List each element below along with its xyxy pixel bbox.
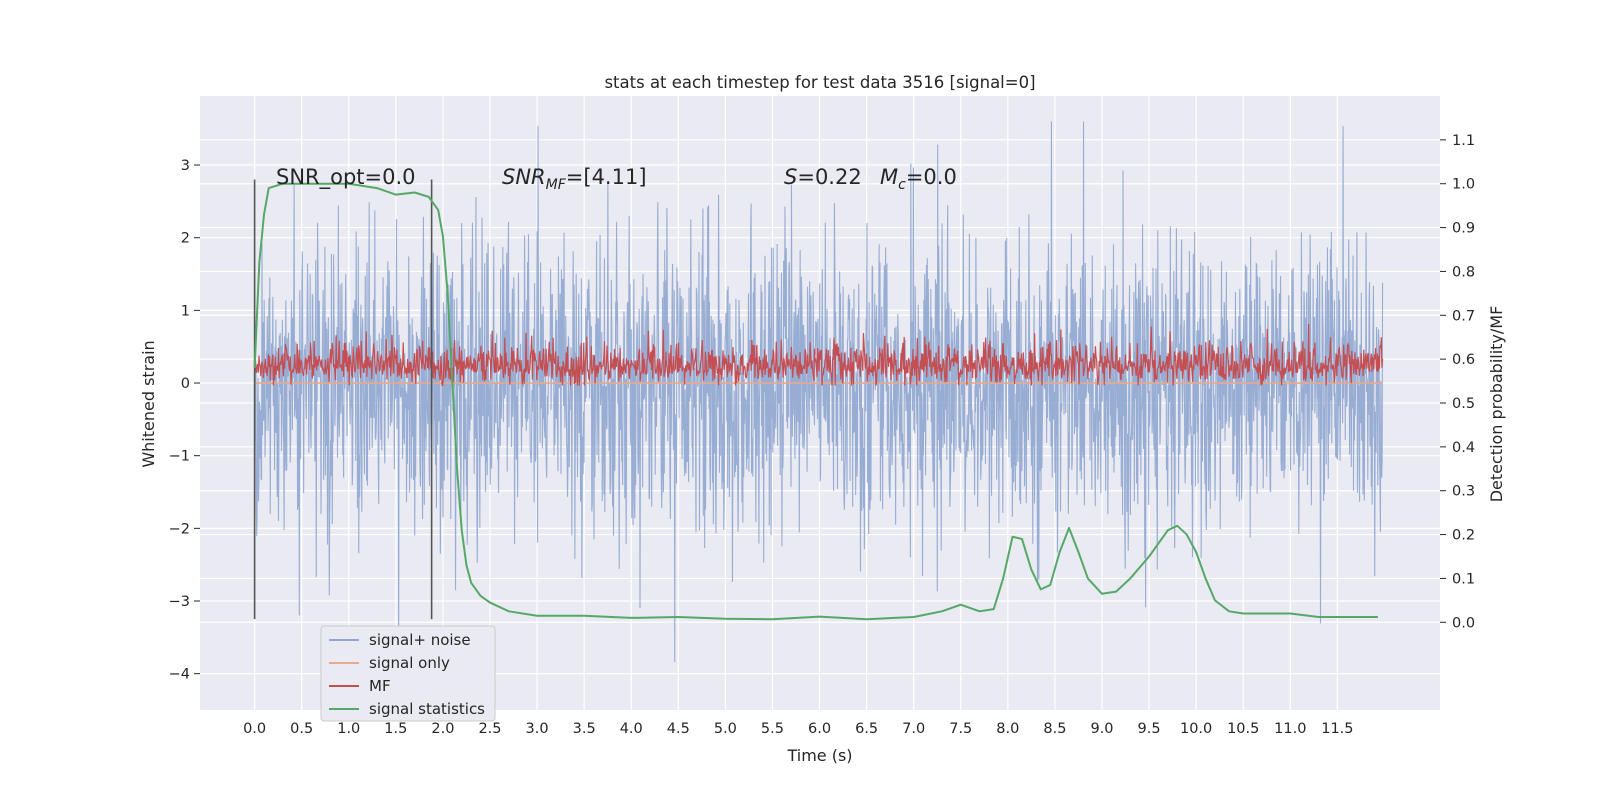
- series-line-mf: [254, 324, 1384, 387]
- y-right-tick-label: 1.1: [1452, 133, 1475, 149]
- series-signal-plus-noise: [254, 121, 1384, 663]
- legend-box: [320, 625, 496, 722]
- x-tick-labels: 0.0 0.5 1.0 1.5 2.0 2.5 3.0 3.5 4.0 4.5 5.0 5.5 6.0 6…: [243, 721, 1353, 737]
- x-tick-label: 7.5: [949, 721, 972, 737]
- x-tick-label: 10.0: [1180, 721, 1212, 737]
- annotation-mc-subscript: c: [898, 177, 906, 193]
- x-tick-label: 0.5: [290, 721, 313, 737]
- legend-label-mf: MF: [369, 677, 391, 695]
- y-right-axis-label: Detection probability/MF: [1487, 306, 1506, 503]
- x-tick-label: 6.5: [855, 721, 878, 737]
- series-signal-statistics: [253, 182, 1378, 621]
- legend-label-signal-statistics: signal statistics: [369, 700, 485, 718]
- x-tick-label: 1.0: [337, 721, 360, 737]
- x-tick-label: 5.0: [714, 721, 737, 737]
- x-tick-label: 4.0: [620, 721, 643, 737]
- y-right-tick-label: 0.0: [1452, 615, 1475, 631]
- annotation-snr-mf: SNRMF=[4.11]: [502, 165, 647, 193]
- annotation-mc: Mc=0.0: [880, 165, 957, 193]
- y-left-tick-label: −1: [169, 449, 190, 465]
- y-left-tick-label: 0: [181, 376, 190, 392]
- series-line-signal-statistics: [253, 182, 1378, 621]
- y-right-tick-label: 1.0: [1452, 177, 1475, 193]
- legend-label-signal-plus-noise: signal+ noise: [369, 631, 471, 649]
- x-tick-label: 3.0: [526, 721, 549, 737]
- y-right-tick-label: 0.2: [1452, 528, 1475, 544]
- y-right-tick-label: 0.3: [1452, 484, 1475, 500]
- annotation-snr-mf-subscript: MF: [546, 177, 567, 193]
- annotation-s-symbol: S: [784, 165, 797, 189]
- legend-label-signal-only: signal only: [369, 654, 450, 672]
- annotation-s: S=0.22: [784, 165, 862, 189]
- y-left-axis-label: Whitened strain: [139, 340, 158, 467]
- y-right-tick-label: 0.8: [1452, 264, 1475, 280]
- y-right-tick-label: 0.1: [1452, 571, 1475, 587]
- legend: signal+ noise signal only MF signal stat…: [320, 625, 496, 722]
- x-tick-label: 5.5: [761, 721, 784, 737]
- x-tick-label: 7.0: [902, 721, 925, 737]
- y-left-tick-label: −4: [169, 667, 190, 683]
- y-left-tick-label: 3: [181, 158, 190, 174]
- annotation-mc-value: =0.0: [906, 165, 957, 189]
- y-right-tick-labels: 1.1 1.0 0.9 0.8 0.7 0.6 0.5 0.4 0.3 0.2 0.1 0.0: [1440, 133, 1475, 631]
- y-left-tick-label: −3: [169, 594, 190, 610]
- y-right-tick-label: 0.6: [1452, 352, 1475, 368]
- series-line-signal-plus-noise: [254, 121, 1384, 663]
- annotation-snr-mf-symbol: SNR: [502, 165, 546, 189]
- x-tick-label: 2.0: [431, 721, 454, 737]
- x-tick-label: 2.5: [478, 721, 501, 737]
- x-tick-label: 1.5: [384, 721, 407, 737]
- annotation-s-value: =0.22: [797, 165, 861, 189]
- x-tick-label: 10.5: [1227, 721, 1259, 737]
- x-tick-label: 8.5: [1043, 721, 1066, 737]
- vertical-markers: [253, 179, 433, 620]
- x-tick-label: 3.5: [573, 721, 596, 737]
- x-tick-label: 9.5: [1138, 721, 1161, 737]
- y-left-tick-labels: 3 2 1 0 −1 −2 −3 −4: [169, 158, 200, 683]
- y-right-tick-label: 0.9: [1452, 221, 1475, 237]
- y-right-tick-label: 0.7: [1452, 308, 1475, 324]
- x-tick-label: 4.5: [667, 721, 690, 737]
- annotation-snr-mf-value: =[4.11]: [566, 165, 647, 189]
- y-right-tick-label: 0.4: [1452, 440, 1475, 456]
- y-left-tick-label: −2: [169, 521, 190, 537]
- x-tick-label: 11.5: [1321, 721, 1353, 737]
- chart-title: stats at each timestep for test data 351…: [604, 73, 1035, 92]
- y-left-tick-label: 1: [181, 303, 190, 319]
- x-tick-label: 9.0: [1090, 721, 1113, 737]
- x-tick-label: 11.0: [1274, 721, 1306, 737]
- x-tick-label: 8.0: [996, 721, 1019, 737]
- x-axis-label: Time (s): [786, 746, 852, 765]
- y-left-tick-label: 2: [181, 231, 190, 247]
- x-tick-label: 0.0: [243, 721, 266, 737]
- x-tick-label: 6.0: [808, 721, 831, 737]
- series-mf: [254, 324, 1384, 387]
- y-right-tick-label: 0.5: [1452, 396, 1475, 412]
- annotation-mc-symbol: M: [880, 165, 898, 189]
- annotation-snr-opt: SNR_opt=0.0: [276, 165, 416, 190]
